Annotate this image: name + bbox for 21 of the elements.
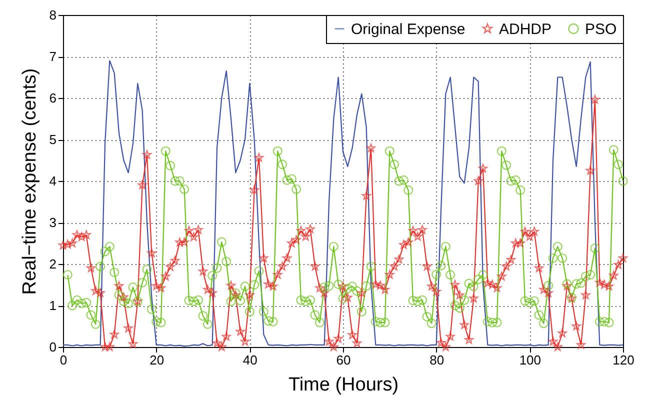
x-tick-label: 60 — [336, 352, 351, 368]
x-tick-label: 100 — [519, 352, 542, 368]
y-tick-label: 0 — [49, 340, 56, 354]
legend-label: PSO — [585, 20, 617, 38]
x-tick-label: 0 — [60, 352, 68, 368]
y-tick-label: 3 — [49, 215, 56, 230]
y-tick-label: 6 — [49, 90, 56, 106]
x-tick-label: 40 — [242, 352, 258, 368]
legend-label: Original Expense — [351, 20, 466, 38]
x-axis-title: Time (Hours) — [288, 374, 399, 396]
y-tick-label: 2 — [49, 256, 56, 272]
y-tick-label: 5 — [49, 132, 56, 147]
y-tick-label: 4 — [49, 174, 56, 188]
legend-label: ADHDP — [499, 20, 552, 38]
x-tick-label: 80 — [430, 352, 444, 368]
y-tick-label: 8 — [49, 8, 56, 22]
y-axis-title: Real−time expense (cents) — [19, 68, 40, 295]
x-tick-label: 20 — [150, 352, 164, 368]
y-tick-label: 7 — [49, 49, 56, 64]
x-tick-label: 120 — [612, 352, 634, 368]
y-tick-label: 1 — [49, 298, 56, 313]
